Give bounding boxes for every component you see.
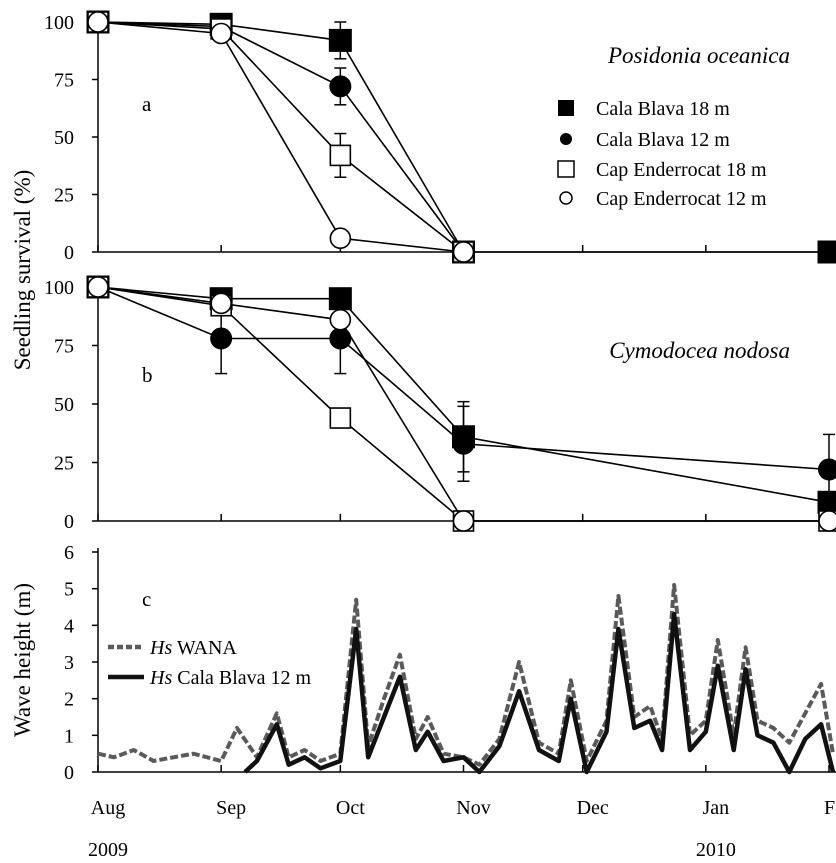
panel-c-series xyxy=(97,583,836,775)
point-marker xyxy=(818,458,836,481)
point-marker xyxy=(210,22,232,45)
y-tick-label: 4 xyxy=(64,615,74,637)
y-tick-label: 2 xyxy=(64,689,74,711)
y-tick-label: 6 xyxy=(64,542,74,564)
point-marker xyxy=(452,510,475,532)
legend-label: Cala Blava 18 m xyxy=(596,98,730,120)
y-tick-label: 0 xyxy=(64,511,74,533)
x-tick-label: Dec xyxy=(577,797,609,819)
point-marker xyxy=(452,241,475,263)
panel-title: Cymodocea nodosa xyxy=(609,338,790,363)
legend-label: Hs WANA xyxy=(149,637,237,659)
series-line-cala-blava xyxy=(243,612,836,775)
y-axis-label: Seedling survival (%) xyxy=(10,170,35,371)
y-tick-label: 100 xyxy=(44,277,74,299)
series-line xyxy=(97,21,464,253)
legend-marker xyxy=(557,160,575,178)
point-marker xyxy=(87,276,109,298)
y-tick-label: 100 xyxy=(44,12,74,34)
legend-panel-c: Hs WANA Hs Cala Blava 12 m xyxy=(108,637,312,689)
panel-letter: a xyxy=(142,92,152,116)
y-tick-label: 50 xyxy=(54,127,74,149)
y-tick-label: 25 xyxy=(54,453,74,475)
panel-letter: c xyxy=(142,587,151,611)
series-line xyxy=(97,21,465,253)
y-tick-label: 0 xyxy=(64,242,74,264)
point-marker xyxy=(818,510,836,532)
panel-a-axes: 0 25 50 75 100 xyxy=(44,12,836,264)
legend-label: Hs Cala Blava 12 m xyxy=(149,667,312,689)
y-tick-label: 75 xyxy=(54,336,74,358)
x-tick-label: Nov xyxy=(456,797,490,819)
point-marker xyxy=(329,327,352,350)
y-tick-label: 3 xyxy=(64,652,74,674)
point-marker xyxy=(817,240,836,264)
legend-marker xyxy=(558,100,574,116)
point-marker xyxy=(210,327,233,350)
point-marker xyxy=(210,292,232,315)
x-tick-label: Oct xyxy=(336,797,365,819)
panel-title: Posidonia oceanica xyxy=(607,43,790,68)
point-marker xyxy=(87,11,109,33)
legend-marker xyxy=(560,133,572,145)
y-tick-label: 5 xyxy=(64,579,74,601)
panel-b-series xyxy=(86,275,836,532)
point-marker xyxy=(328,287,352,311)
point-marker xyxy=(329,227,352,249)
panel-b-axes: 0 25 50 75 100 xyxy=(44,277,836,533)
x-tick-year: 2010 xyxy=(696,839,736,861)
y-tick-label: 1 xyxy=(64,725,74,747)
point-marker xyxy=(329,75,352,98)
legend-panel-a: Cala Blava 18 m Cala Blava 12 m Cap Enderr… xyxy=(557,98,767,210)
y-tick-label: 50 xyxy=(54,394,74,416)
legend-marker xyxy=(559,191,573,205)
x-tick-label: Sep xyxy=(216,797,246,819)
panel-a-series xyxy=(86,10,836,264)
y-tick-label: 25 xyxy=(54,185,74,207)
panel-c-axes: 0 1 2 3 4 5 6 xyxy=(64,542,836,784)
point-marker xyxy=(329,308,352,331)
x-tick-label: Feb xyxy=(824,797,836,819)
legend-label: Cap Enderrocat 12 m xyxy=(596,188,767,210)
y-axis-label: Wave height (m) xyxy=(10,583,35,737)
x-tick-label: Aug xyxy=(91,797,125,819)
point-marker xyxy=(328,28,352,52)
point-marker xyxy=(329,407,352,429)
series-line-wana xyxy=(97,583,835,767)
x-tick-year: 2009 xyxy=(88,839,128,861)
x-tick-label: Jan xyxy=(703,797,730,819)
legend-label: Cala Blava 12 m xyxy=(596,129,730,151)
point-marker xyxy=(452,432,475,455)
panel-letter: b xyxy=(142,363,153,387)
point-marker xyxy=(817,490,836,514)
legend-label: Cap Enderrocat 18 m xyxy=(596,159,767,181)
series-line xyxy=(97,21,464,253)
point-marker xyxy=(329,144,352,167)
y-tick-label: 75 xyxy=(54,70,74,92)
y-tick-label: 0 xyxy=(64,762,74,784)
